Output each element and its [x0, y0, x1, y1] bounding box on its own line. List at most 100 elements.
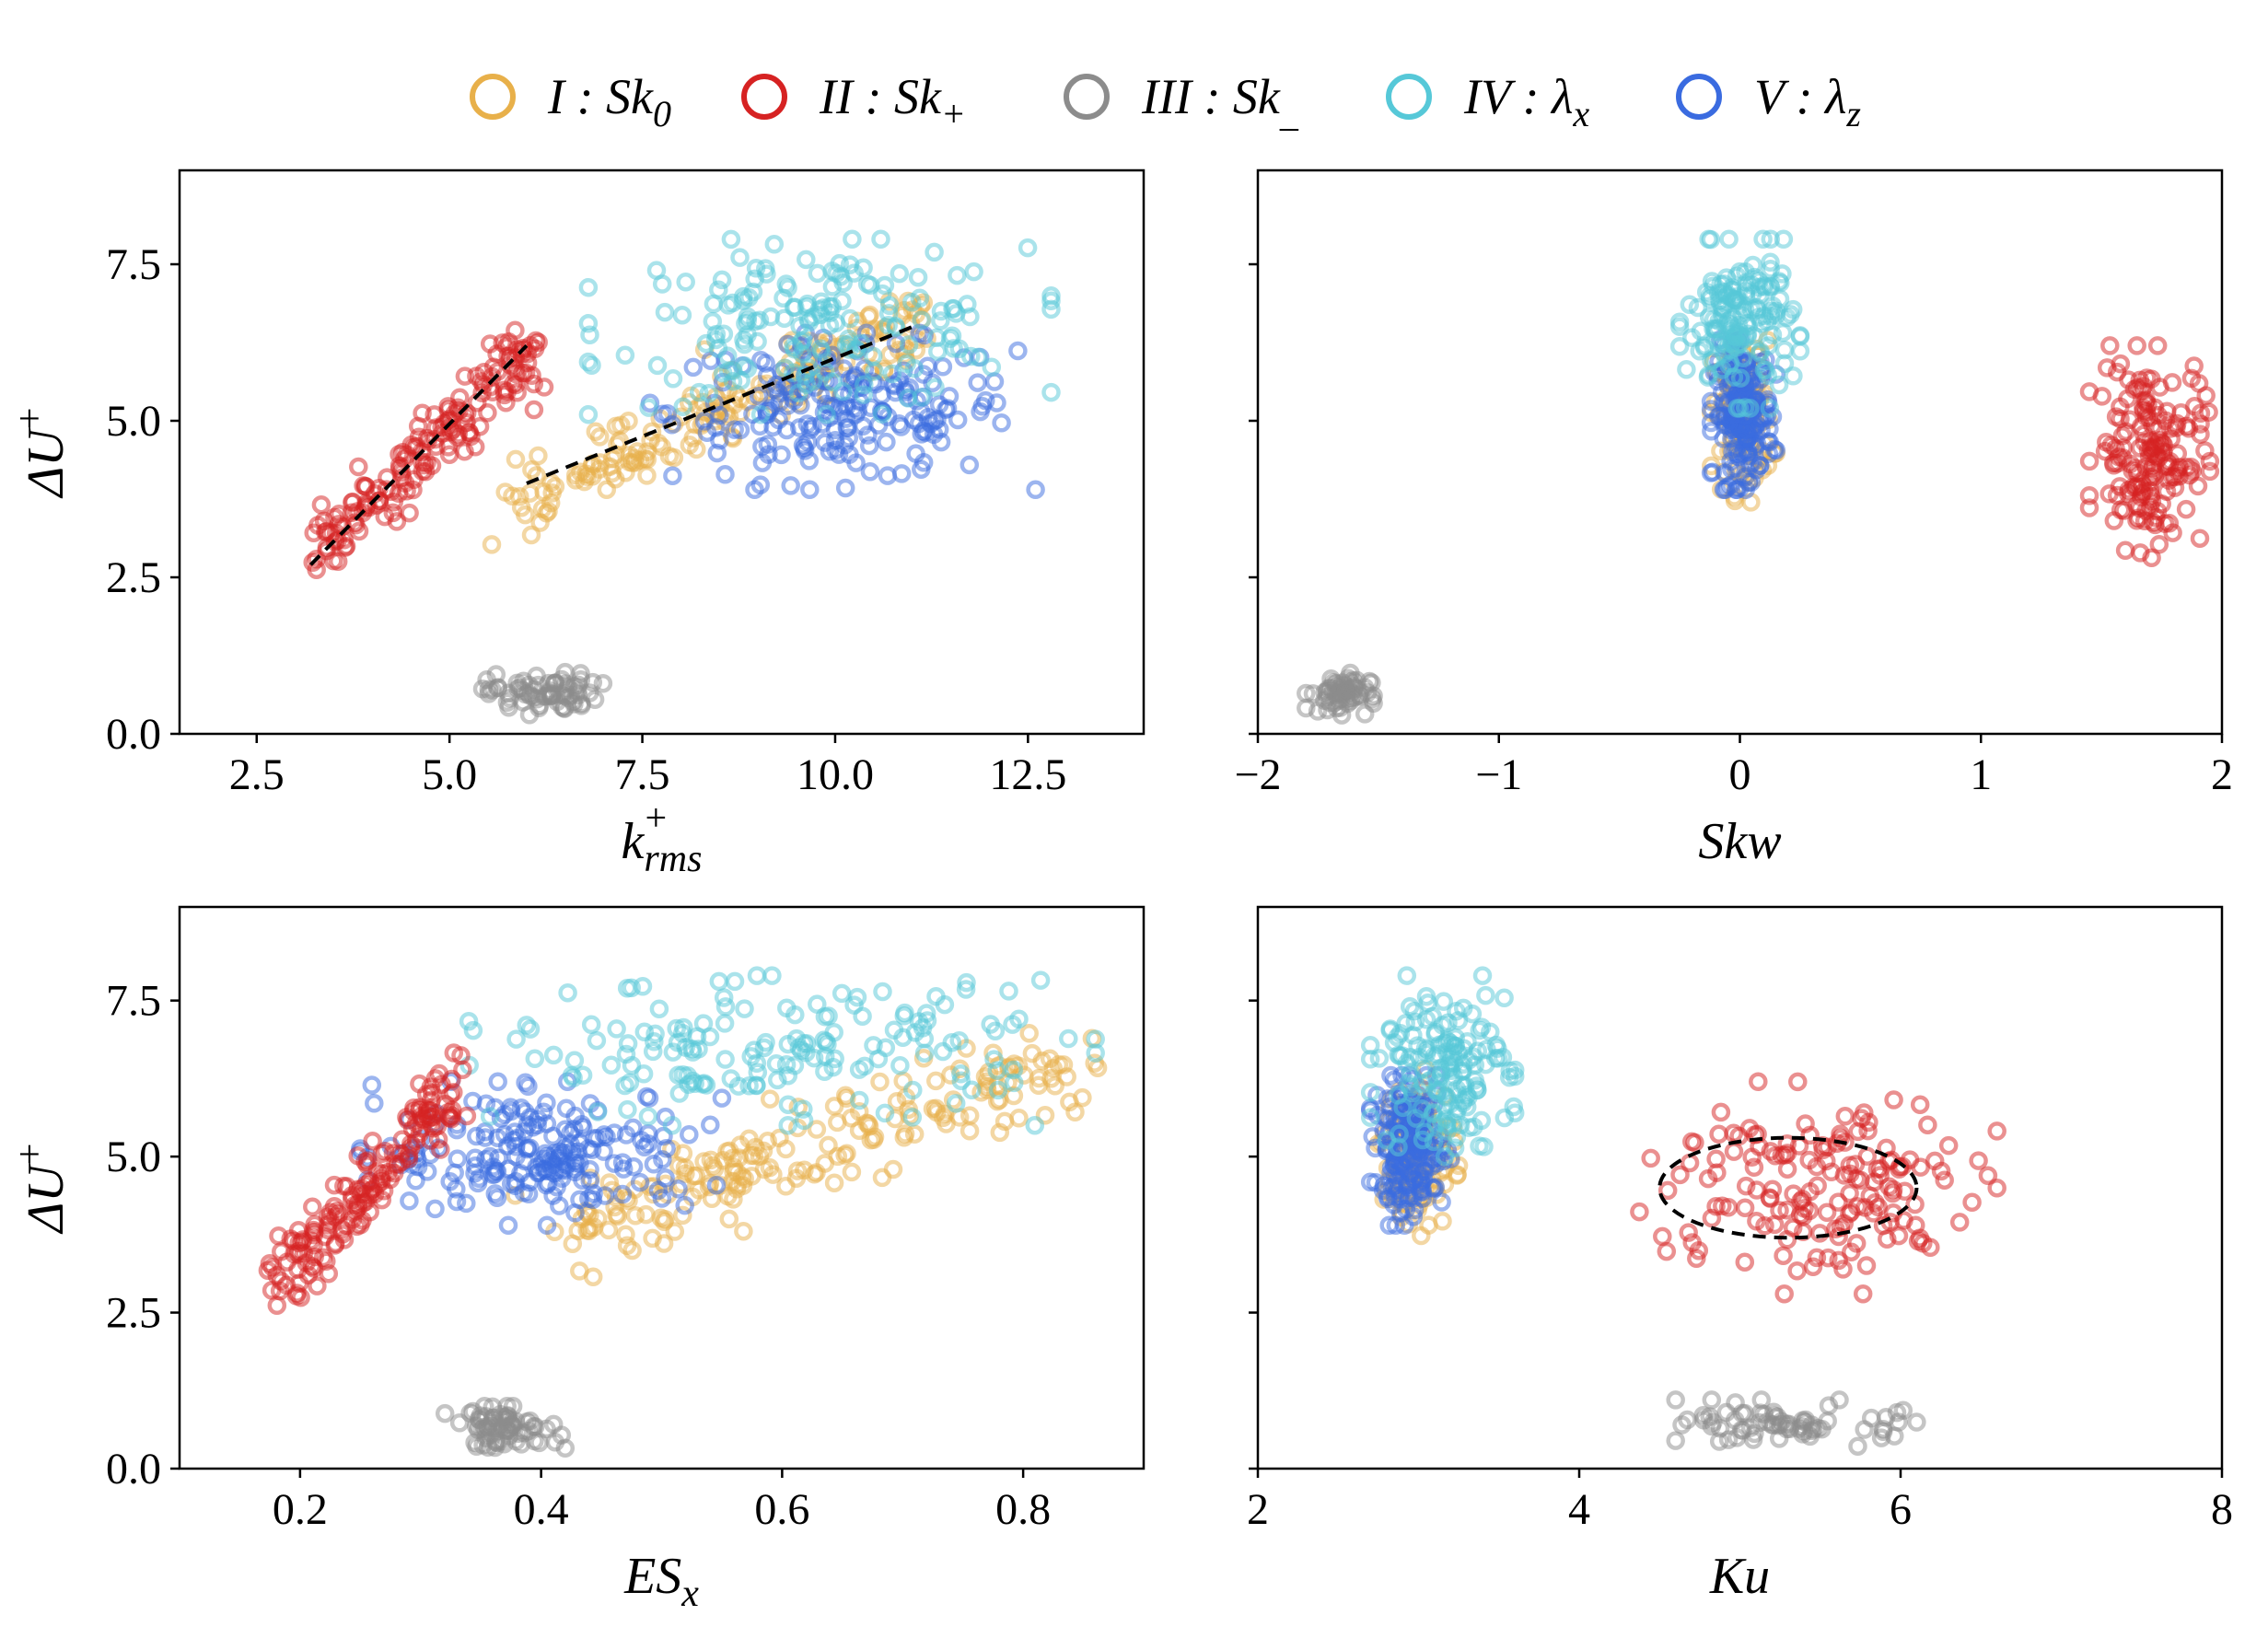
- point-I: [506, 449, 526, 470]
- point-II: [2130, 370, 2150, 390]
- point-IV: [1769, 375, 1789, 395]
- point-V: [573, 1118, 593, 1137]
- point-I: [758, 1132, 777, 1151]
- points-panel-2: [1297, 229, 2220, 725]
- point-II: [1848, 1121, 1868, 1142]
- point-IV: [723, 293, 742, 313]
- y-tick-label: 7.5: [106, 240, 161, 289]
- point-I: [760, 1089, 780, 1109]
- point-V: [992, 413, 1011, 433]
- point-I: [530, 513, 550, 532]
- point-IV: [951, 1063, 971, 1084]
- y-tick-label: 2.5: [106, 1289, 161, 1338]
- point-III: [1762, 1414, 1782, 1435]
- point-IV: [703, 311, 723, 331]
- point-I: [741, 1145, 761, 1166]
- point-IV: [890, 263, 910, 284]
- point-II: [1793, 1190, 1812, 1209]
- point-III: [525, 1417, 545, 1436]
- point-IV: [957, 972, 976, 993]
- point-III: [460, 1403, 480, 1423]
- point-V: [777, 420, 797, 440]
- point-IV: [723, 361, 743, 380]
- point-IV: [820, 316, 840, 335]
- point-V: [1394, 1155, 1413, 1175]
- point-III: [472, 680, 493, 699]
- point-IV: [1761, 260, 1780, 279]
- point-II: [1846, 1234, 1867, 1253]
- point-I: [870, 1072, 890, 1092]
- point-III: [1861, 1408, 1881, 1428]
- point-IV: [984, 1050, 1004, 1069]
- point-II: [1744, 1157, 1764, 1178]
- point-II: [2079, 485, 2099, 505]
- point-II: [2104, 511, 2124, 530]
- point-I: [482, 535, 502, 554]
- point-II: [303, 1197, 322, 1217]
- point-V: [968, 373, 987, 392]
- point-IV: [1695, 338, 1715, 358]
- y-axis-panel-1: 0.0 2.5 5.0 7.5: [106, 240, 180, 759]
- point-IV: [850, 1090, 869, 1110]
- point-II: [303, 552, 322, 572]
- point-IV: [1400, 996, 1420, 1017]
- point-II: [2113, 438, 2133, 458]
- point-V: [447, 1179, 466, 1199]
- axes-frame: [1256, 905, 2224, 1470]
- point-IV: [899, 335, 919, 354]
- point-V: [1381, 1163, 1401, 1182]
- point-IV: [714, 988, 734, 1007]
- point-IV: [1488, 1039, 1507, 1058]
- point-IV: [832, 983, 852, 1004]
- point-IV: [878, 304, 899, 323]
- point-II: [352, 1184, 371, 1203]
- point-II: [1775, 1145, 1796, 1165]
- point-II: [2118, 389, 2137, 409]
- point-III: [1364, 693, 1383, 714]
- point-II: [2196, 386, 2216, 405]
- point-II: [400, 503, 419, 523]
- point-IV: [616, 1044, 636, 1064]
- point-IV: [884, 1020, 904, 1040]
- y-tick-label: 5.0: [106, 397, 161, 446]
- point-IV: [713, 364, 733, 383]
- point-II: [1873, 1215, 1893, 1236]
- point-V: [1381, 1065, 1401, 1086]
- point-I: [606, 416, 626, 436]
- point-II: [389, 1155, 408, 1174]
- point-I: [734, 1221, 753, 1241]
- point-IV: [962, 1080, 982, 1100]
- point-II: [1796, 1114, 1815, 1133]
- point-V: [488, 1072, 507, 1092]
- point-IV: [517, 1016, 537, 1035]
- point-V: [644, 1155, 664, 1174]
- point-II: [1807, 1248, 1827, 1268]
- point-III: [1771, 1414, 1790, 1435]
- point-I: [617, 1236, 637, 1256]
- point-IV: [1729, 399, 1750, 418]
- point-II: [349, 457, 368, 477]
- x-axis-label: Skw: [1698, 813, 1781, 870]
- point-V: [639, 1088, 659, 1108]
- point-IV: [506, 1029, 526, 1049]
- point-IV: [773, 288, 793, 308]
- point-III: [1885, 1426, 1904, 1446]
- point-IV: [1669, 312, 1690, 332]
- point-IV: [715, 1014, 735, 1033]
- point-IV: [871, 229, 890, 250]
- point-IV: [1457, 1085, 1477, 1105]
- point-IV: [904, 359, 925, 378]
- point-IV: [634, 1064, 654, 1084]
- point-V: [1360, 1172, 1380, 1191]
- point-V: [573, 1170, 592, 1190]
- point-V: [518, 1076, 538, 1097]
- x-axis-label: krms+: [622, 797, 703, 880]
- point-II: [1813, 1140, 1833, 1159]
- point-II: [1938, 1135, 1959, 1156]
- point-IV: [1774, 229, 1794, 250]
- axes-frame: [178, 168, 1146, 736]
- point-IV: [746, 258, 766, 278]
- point-IV: [1369, 1049, 1390, 1068]
- point-II: [1641, 1148, 1660, 1168]
- point-IV: [663, 369, 683, 389]
